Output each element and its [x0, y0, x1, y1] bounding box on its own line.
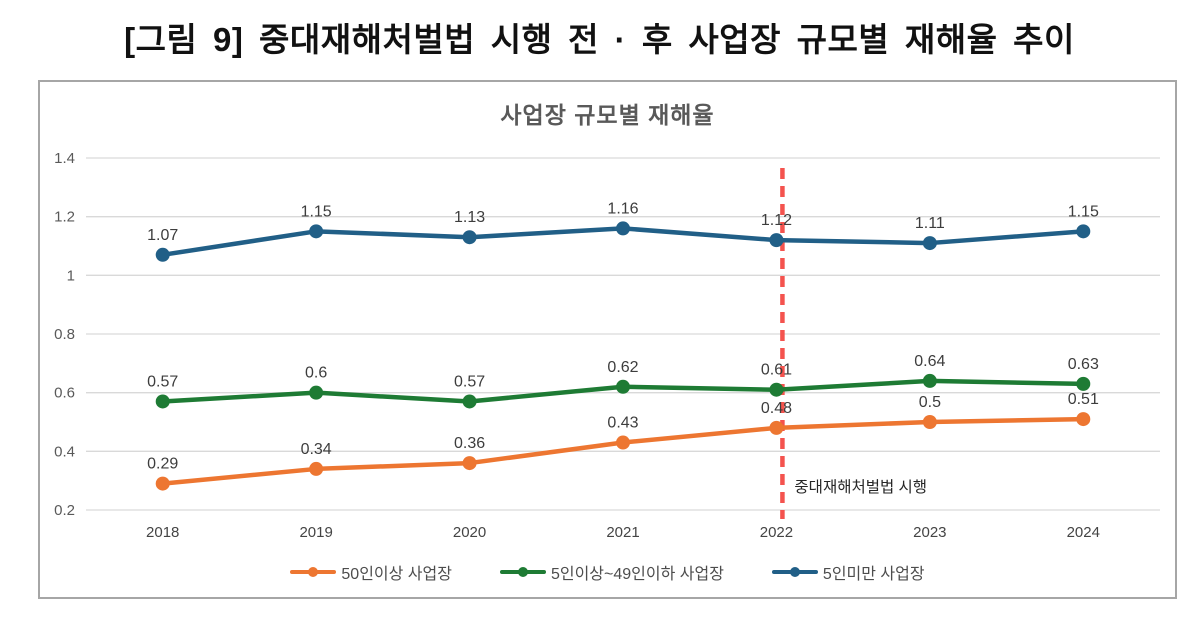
data-label: 1.15	[301, 203, 332, 220]
data-point	[922, 373, 937, 388]
data-label: 0.29	[147, 456, 178, 473]
y-tick-label: 0.2	[54, 502, 75, 519]
data-label: 1.13	[454, 209, 485, 226]
data-label: 0.5	[919, 394, 941, 411]
page-title: [그림 9] 중대재해처벌법 시행 전 · 후 사업장 규모별 재해율 추이	[124, 21, 1075, 58]
legend-item: 5인이상~49인이하 사업장	[499, 560, 724, 584]
y-tick-label: 0.6	[54, 385, 75, 402]
legend-item-label: 5인이상~49인이하 사업장	[550, 566, 724, 583]
y-tick-label: 1.4	[54, 150, 75, 167]
legend-marker-dot	[517, 567, 528, 577]
data-label: 0.57	[454, 373, 485, 390]
data-label: 0.57	[147, 373, 178, 390]
data-point	[769, 420, 784, 435]
data-point	[462, 230, 477, 245]
data-label: 0.64	[914, 353, 945, 370]
data-label: 0.62	[607, 359, 638, 376]
data-label: 0.34	[301, 441, 332, 458]
annotation-label: 중대재해처벌법 시행	[794, 478, 927, 496]
data-label: 0.36	[454, 435, 485, 452]
y-tick-label: 0.8	[54, 326, 75, 343]
data-point	[155, 476, 170, 491]
data-point	[462, 456, 477, 471]
data-label: 0.48	[761, 400, 792, 417]
data-point	[769, 233, 784, 248]
data-point	[462, 394, 477, 409]
data-point	[155, 247, 170, 262]
x-tick-label: 2020	[453, 524, 486, 541]
data-label: 0.63	[1068, 356, 1099, 373]
legend-item: 5인미만 사업장	[771, 560, 925, 584]
x-tick-label: 2024	[1067, 524, 1100, 541]
legend-marker-dot	[789, 567, 800, 577]
legend-item-label: 5인미만 사업장	[822, 566, 925, 583]
data-point	[1076, 412, 1091, 427]
x-tick-label: 2022	[760, 524, 793, 541]
data-label: 1.12	[761, 212, 792, 229]
data-point	[769, 382, 784, 397]
legend-line-marker-icon	[499, 567, 546, 577]
data-label: 0.51	[1068, 391, 1099, 408]
legend-item-label: 50인이상 사업장	[341, 566, 452, 583]
y-tick-label: 0.4	[54, 443, 75, 460]
legend-item: 50인이상 사업장	[290, 560, 452, 584]
legend-marker-dot	[308, 567, 319, 577]
data-label: 1.07	[147, 227, 178, 244]
x-tick-label: 2021	[606, 524, 639, 541]
data-point	[309, 461, 324, 476]
data-point	[922, 415, 937, 429]
x-tick-label: 2018	[146, 524, 179, 541]
chart-title: 사업장 규모별 재해율	[500, 102, 715, 128]
data-point	[616, 435, 630, 450]
data-label: 1.15	[1068, 203, 1099, 220]
data-label: 1.16	[607, 200, 638, 217]
data-label: 0.6	[305, 365, 327, 382]
data-label: 1.11	[915, 215, 945, 232]
data-point	[155, 394, 170, 409]
x-tick-label: 2023	[913, 524, 946, 541]
chart-svg: 0.2 0.4 0.6 0.8 1 1.2 1.4 2018 2019 2020 2021 2022 2…	[54, 150, 1160, 541]
data-label: 0.61	[761, 362, 792, 379]
data-point	[1076, 376, 1091, 391]
data-point	[922, 236, 937, 251]
chart-legend: 50인이상 사업장 5인이상~49인이하 사업장 5인미만 사업장	[40, 560, 1175, 584]
legend-line-marker-icon	[290, 567, 337, 577]
x-tick-label: 2019	[299, 524, 332, 541]
data-point	[616, 221, 630, 236]
data-point	[309, 385, 324, 400]
data-point	[616, 379, 630, 394]
y-tick-label: 1.2	[54, 209, 75, 226]
data-point	[1076, 224, 1091, 239]
legend-line-marker-icon	[771, 567, 818, 577]
y-tick-label: 1	[67, 267, 75, 284]
chart-container: 0.2 0.4 0.6 0.8 1 1.2 1.4 2018 2019 2020 2021 2022 2…	[38, 80, 1177, 599]
data-label: 0.43	[607, 415, 638, 432]
data-point	[309, 224, 324, 239]
